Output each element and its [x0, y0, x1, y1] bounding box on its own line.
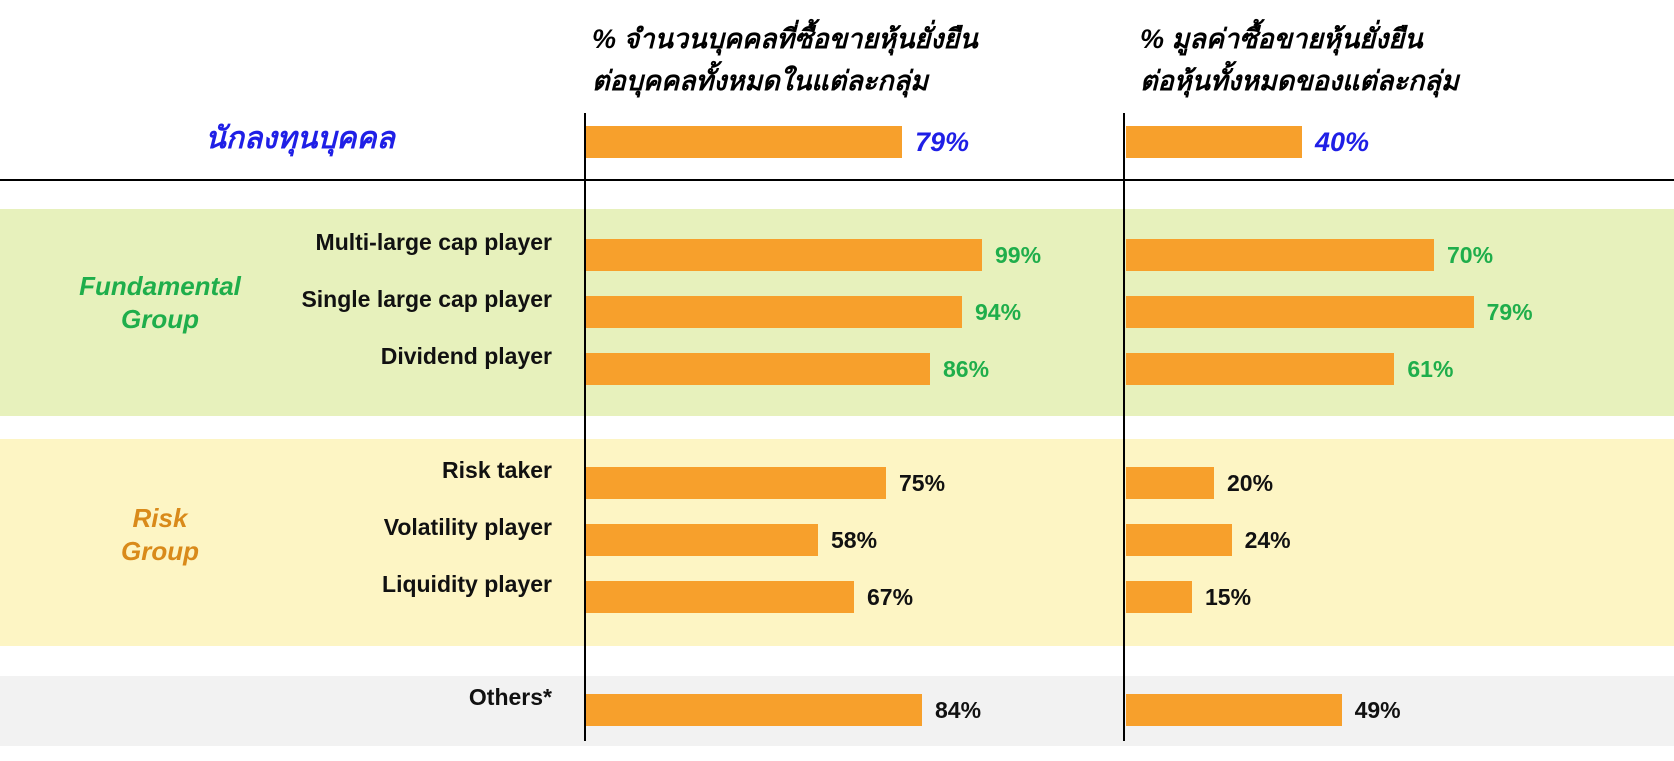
- data-label: 79%: [915, 127, 970, 157]
- data-label: 24%: [1244, 527, 1291, 553]
- category-label: Risk taker: [442, 457, 552, 483]
- bar-series-2: [1126, 126, 1302, 158]
- header-divider: [0, 179, 1674, 181]
- data-label: 49%: [1354, 697, 1401, 723]
- bar-series-1: [586, 524, 818, 556]
- bar-series-2: [1126, 296, 1474, 328]
- bar-series-1: [586, 296, 962, 328]
- data-label: 94%: [975, 299, 1022, 325]
- bar-series-2: [1126, 353, 1395, 385]
- column-header-persons: % จำนวนบุคคลที่ซื้อขายหุ้นยั่งยืน ต่อบุค…: [592, 24, 978, 96]
- bar-series-1: [586, 353, 930, 385]
- axis-line-persons: [584, 113, 586, 741]
- category-label: Volatility player: [383, 514, 552, 540]
- fundamental-group-label: Fundamental Group: [79, 271, 241, 334]
- axis-line-value: [1123, 113, 1125, 741]
- data-label: 40%: [1315, 127, 1370, 157]
- investor-label: นักลงทุนบุคคล: [205, 122, 395, 155]
- bar-series-1: [586, 581, 854, 613]
- bar-series-2: [1126, 467, 1214, 499]
- data-label: 67%: [867, 584, 914, 610]
- data-label: 20%: [1227, 470, 1274, 496]
- data-label: 70%: [1447, 242, 1494, 268]
- data-label: 99%: [995, 242, 1042, 268]
- category-label: Others*: [468, 684, 552, 710]
- category-label: Multi-large cap player: [315, 229, 552, 255]
- data-label: 86%: [943, 356, 990, 382]
- category-label: Liquidity player: [382, 571, 552, 597]
- data-label: 58%: [831, 527, 878, 553]
- category-label: Single large cap player: [301, 286, 552, 312]
- bar-series-2: [1126, 239, 1434, 271]
- data-label: 79%: [1486, 299, 1533, 325]
- data-label: 75%: [899, 470, 946, 496]
- bar-series-1: [586, 239, 982, 271]
- data-label: 61%: [1407, 356, 1454, 382]
- data-label: 15%: [1205, 584, 1252, 610]
- bar-series-1: [586, 467, 886, 499]
- bar-series-2: [1126, 524, 1232, 556]
- column-header-value: % มูลค่าซื้อขายหุ้นยั่งยืน ต่อหุ้นทั้งหม…: [1140, 24, 1459, 96]
- bar-series-1: [586, 126, 902, 158]
- bar-series-1: [586, 694, 922, 726]
- bar-series-2: [1126, 694, 1342, 726]
- bar-series-2: [1126, 581, 1192, 613]
- risk-group-label: Risk Group: [121, 503, 199, 566]
- category-label: Dividend player: [380, 343, 552, 369]
- data-label: 84%: [935, 697, 982, 723]
